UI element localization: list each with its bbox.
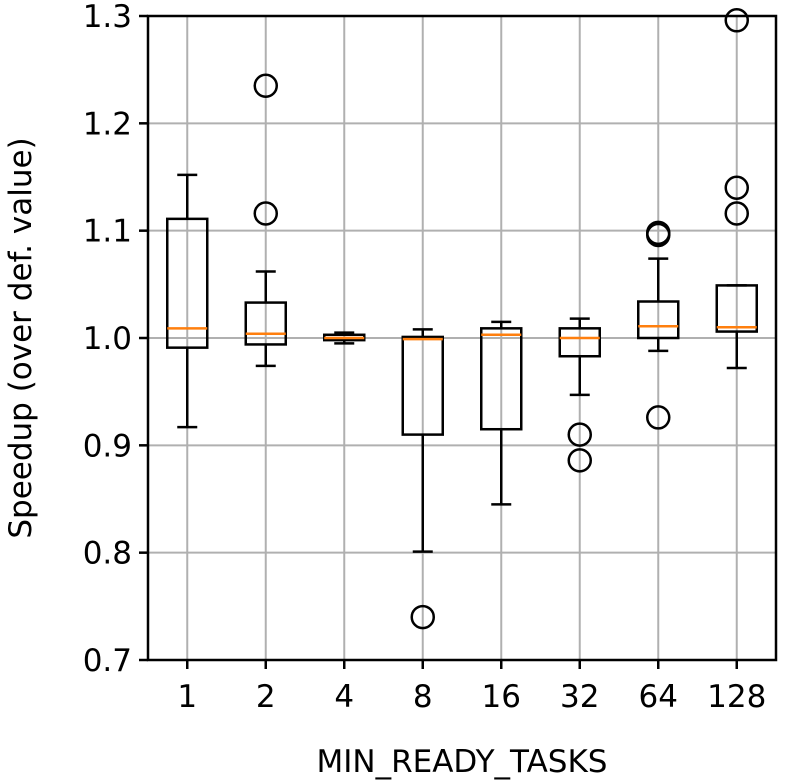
box-iqr (558, 327, 601, 358)
outlier-point (724, 8, 749, 33)
grid-layer (148, 15, 776, 661)
y-tick-label: 1.0 (83, 321, 132, 357)
box-iqr (166, 217, 209, 349)
outlier-point (724, 201, 749, 226)
y-tick-label: 1.2 (83, 106, 132, 142)
outlier-point (646, 220, 671, 246)
outlier-point (724, 175, 749, 200)
outlier-point (646, 405, 671, 430)
box-iqr (244, 301, 287, 346)
box-group-2 (244, 73, 287, 368)
x-tick-label: 64 (639, 679, 678, 715)
x-tick-label: 16 (482, 679, 521, 715)
x-tick-label: 1 (177, 679, 197, 715)
box-iqr (637, 300, 680, 340)
box-group-8 (401, 328, 444, 630)
box-iqr (715, 284, 758, 333)
outlier-point (567, 448, 592, 473)
outlier-point (253, 201, 278, 226)
y-tick-label: 0.7 (83, 643, 132, 679)
outlier-point (410, 604, 435, 630)
x-tick-label: 32 (560, 679, 599, 715)
x-tick-label: 2 (256, 679, 276, 715)
box-group-4 (323, 331, 366, 345)
box-group-32 (558, 317, 601, 473)
x-tick-label: 128 (707, 679, 766, 715)
box-group-64 (637, 220, 680, 430)
y-tick-label: 0.8 (83, 536, 132, 572)
tick-layer: 0.7 0.8 0.9 1.0 1.1 1.2 1.3 1 2 4 8 16 32 64 128 (83, 0, 767, 715)
y-tick-label: 0.9 (83, 428, 132, 464)
box-layer (166, 8, 758, 630)
y-tick-label: 1.3 (83, 0, 132, 35)
box-iqr (480, 327, 523, 431)
box-group-1 (166, 173, 209, 429)
box-iqr (401, 335, 444, 436)
y-axis-label: Speedup (over def. value) (3, 137, 39, 538)
x-tick-label: 8 (413, 679, 433, 715)
outlier-point (253, 73, 278, 99)
x-axis-label: MIN_READY_TASKS (317, 744, 608, 780)
outlier-point (567, 422, 592, 447)
box-group-16 (480, 320, 523, 506)
x-tick-label: 4 (334, 679, 354, 715)
y-tick-label: 1.1 (83, 214, 132, 250)
box-group-128 (715, 8, 758, 370)
